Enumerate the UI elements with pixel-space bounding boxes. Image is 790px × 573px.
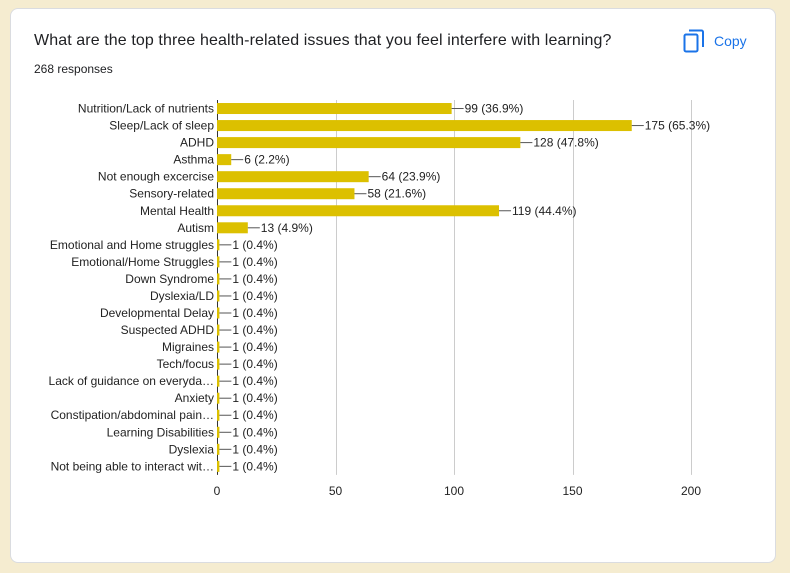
bar [217, 341, 220, 353]
category-label: Dyslexia [169, 442, 215, 456]
x-tick-label: 150 [562, 484, 582, 498]
category-label: Developmental Delay [100, 306, 214, 320]
data-label: 1 (0.4%) [232, 340, 277, 354]
bar [217, 307, 220, 319]
bar [217, 324, 220, 336]
bar [217, 137, 521, 149]
category-label: Sensory-related [129, 187, 214, 201]
category-label: Migraines [162, 340, 214, 354]
bar [217, 222, 248, 234]
category-label: Learning Disabilities [107, 425, 214, 439]
bar [217, 205, 500, 217]
bar [217, 443, 220, 455]
data-label: 1 (0.4%) [232, 306, 277, 320]
category-label: Mental Health [140, 204, 214, 218]
category-label: Dyslexia/LD [150, 289, 214, 303]
category-label: Suspected ADHD [121, 323, 215, 337]
data-label: 1 (0.4%) [232, 442, 277, 456]
bar [217, 171, 369, 183]
bar [217, 409, 220, 421]
response-count: 268 responses [34, 62, 113, 76]
category-label: Sleep/Lack of sleep [109, 119, 214, 133]
category-label: Autism [177, 221, 214, 235]
bar [217, 358, 220, 370]
category-label: Emotional/Home Struggles [71, 255, 214, 269]
category-label: ADHD [180, 136, 214, 150]
data-label: 1 (0.4%) [232, 238, 277, 252]
bar [217, 375, 220, 387]
data-label: 128 (47.8%) [533, 136, 598, 150]
category-label: Down Syndrome [125, 272, 214, 286]
category-label: Emotional and Home struggles [50, 238, 214, 252]
category-label: Tech/focus [157, 357, 214, 371]
data-label: 99 (36.9%) [465, 102, 524, 116]
data-label: 1 (0.4%) [232, 289, 277, 303]
data-label: 13 (4.9%) [261, 221, 313, 235]
data-label: 64 (23.9%) [382, 170, 441, 184]
x-tick-label: 0 [214, 484, 221, 498]
data-label: 1 (0.4%) [232, 408, 277, 422]
data-label: 1 (0.4%) [232, 391, 277, 405]
bar [217, 239, 220, 251]
bar [217, 460, 220, 472]
copy-button[interactable]: Copy [681, 25, 749, 57]
x-tick-label: 50 [329, 484, 343, 498]
data-label: 1 (0.4%) [232, 425, 277, 439]
bar [217, 273, 220, 285]
question-title: What are the top three health-related is… [34, 32, 612, 49]
bar [217, 120, 632, 132]
bar [217, 392, 220, 404]
category-label: Nutrition/Lack of nutrients [78, 102, 214, 116]
data-label: 6 (2.2%) [244, 153, 289, 167]
data-label: 175 (65.3%) [645, 119, 710, 133]
copy-icon [683, 29, 705, 53]
bar [217, 154, 232, 166]
category-label: Not being able to interact wit… [51, 459, 214, 473]
category-label: Anxiety [175, 391, 214, 405]
data-label: 58 (21.6%) [367, 187, 426, 201]
category-label: Not enough excercise [98, 170, 214, 184]
x-tick-label: 200 [681, 484, 701, 498]
data-label: 1 (0.4%) [232, 459, 277, 473]
x-tick-label: 100 [444, 484, 464, 498]
bar [217, 426, 220, 438]
data-label: 1 (0.4%) [232, 323, 277, 337]
data-label: 119 (44.4%) [512, 204, 576, 218]
data-label: 1 (0.4%) [232, 357, 277, 371]
data-label: 1 (0.4%) [232, 272, 277, 286]
bar [217, 256, 220, 268]
category-label: Constipation/abdominal pain… [51, 408, 214, 422]
category-label: Lack of guidance on everyda… [49, 374, 214, 388]
data-label: 1 (0.4%) [232, 255, 277, 269]
bar [217, 103, 452, 115]
category-label: Asthma [173, 153, 214, 167]
bar [217, 290, 220, 302]
copy-label: Copy [714, 33, 747, 49]
data-label: 1 (0.4%) [232, 374, 277, 388]
bar [217, 188, 355, 200]
question-card: What are the top three health-related is… [10, 8, 776, 563]
